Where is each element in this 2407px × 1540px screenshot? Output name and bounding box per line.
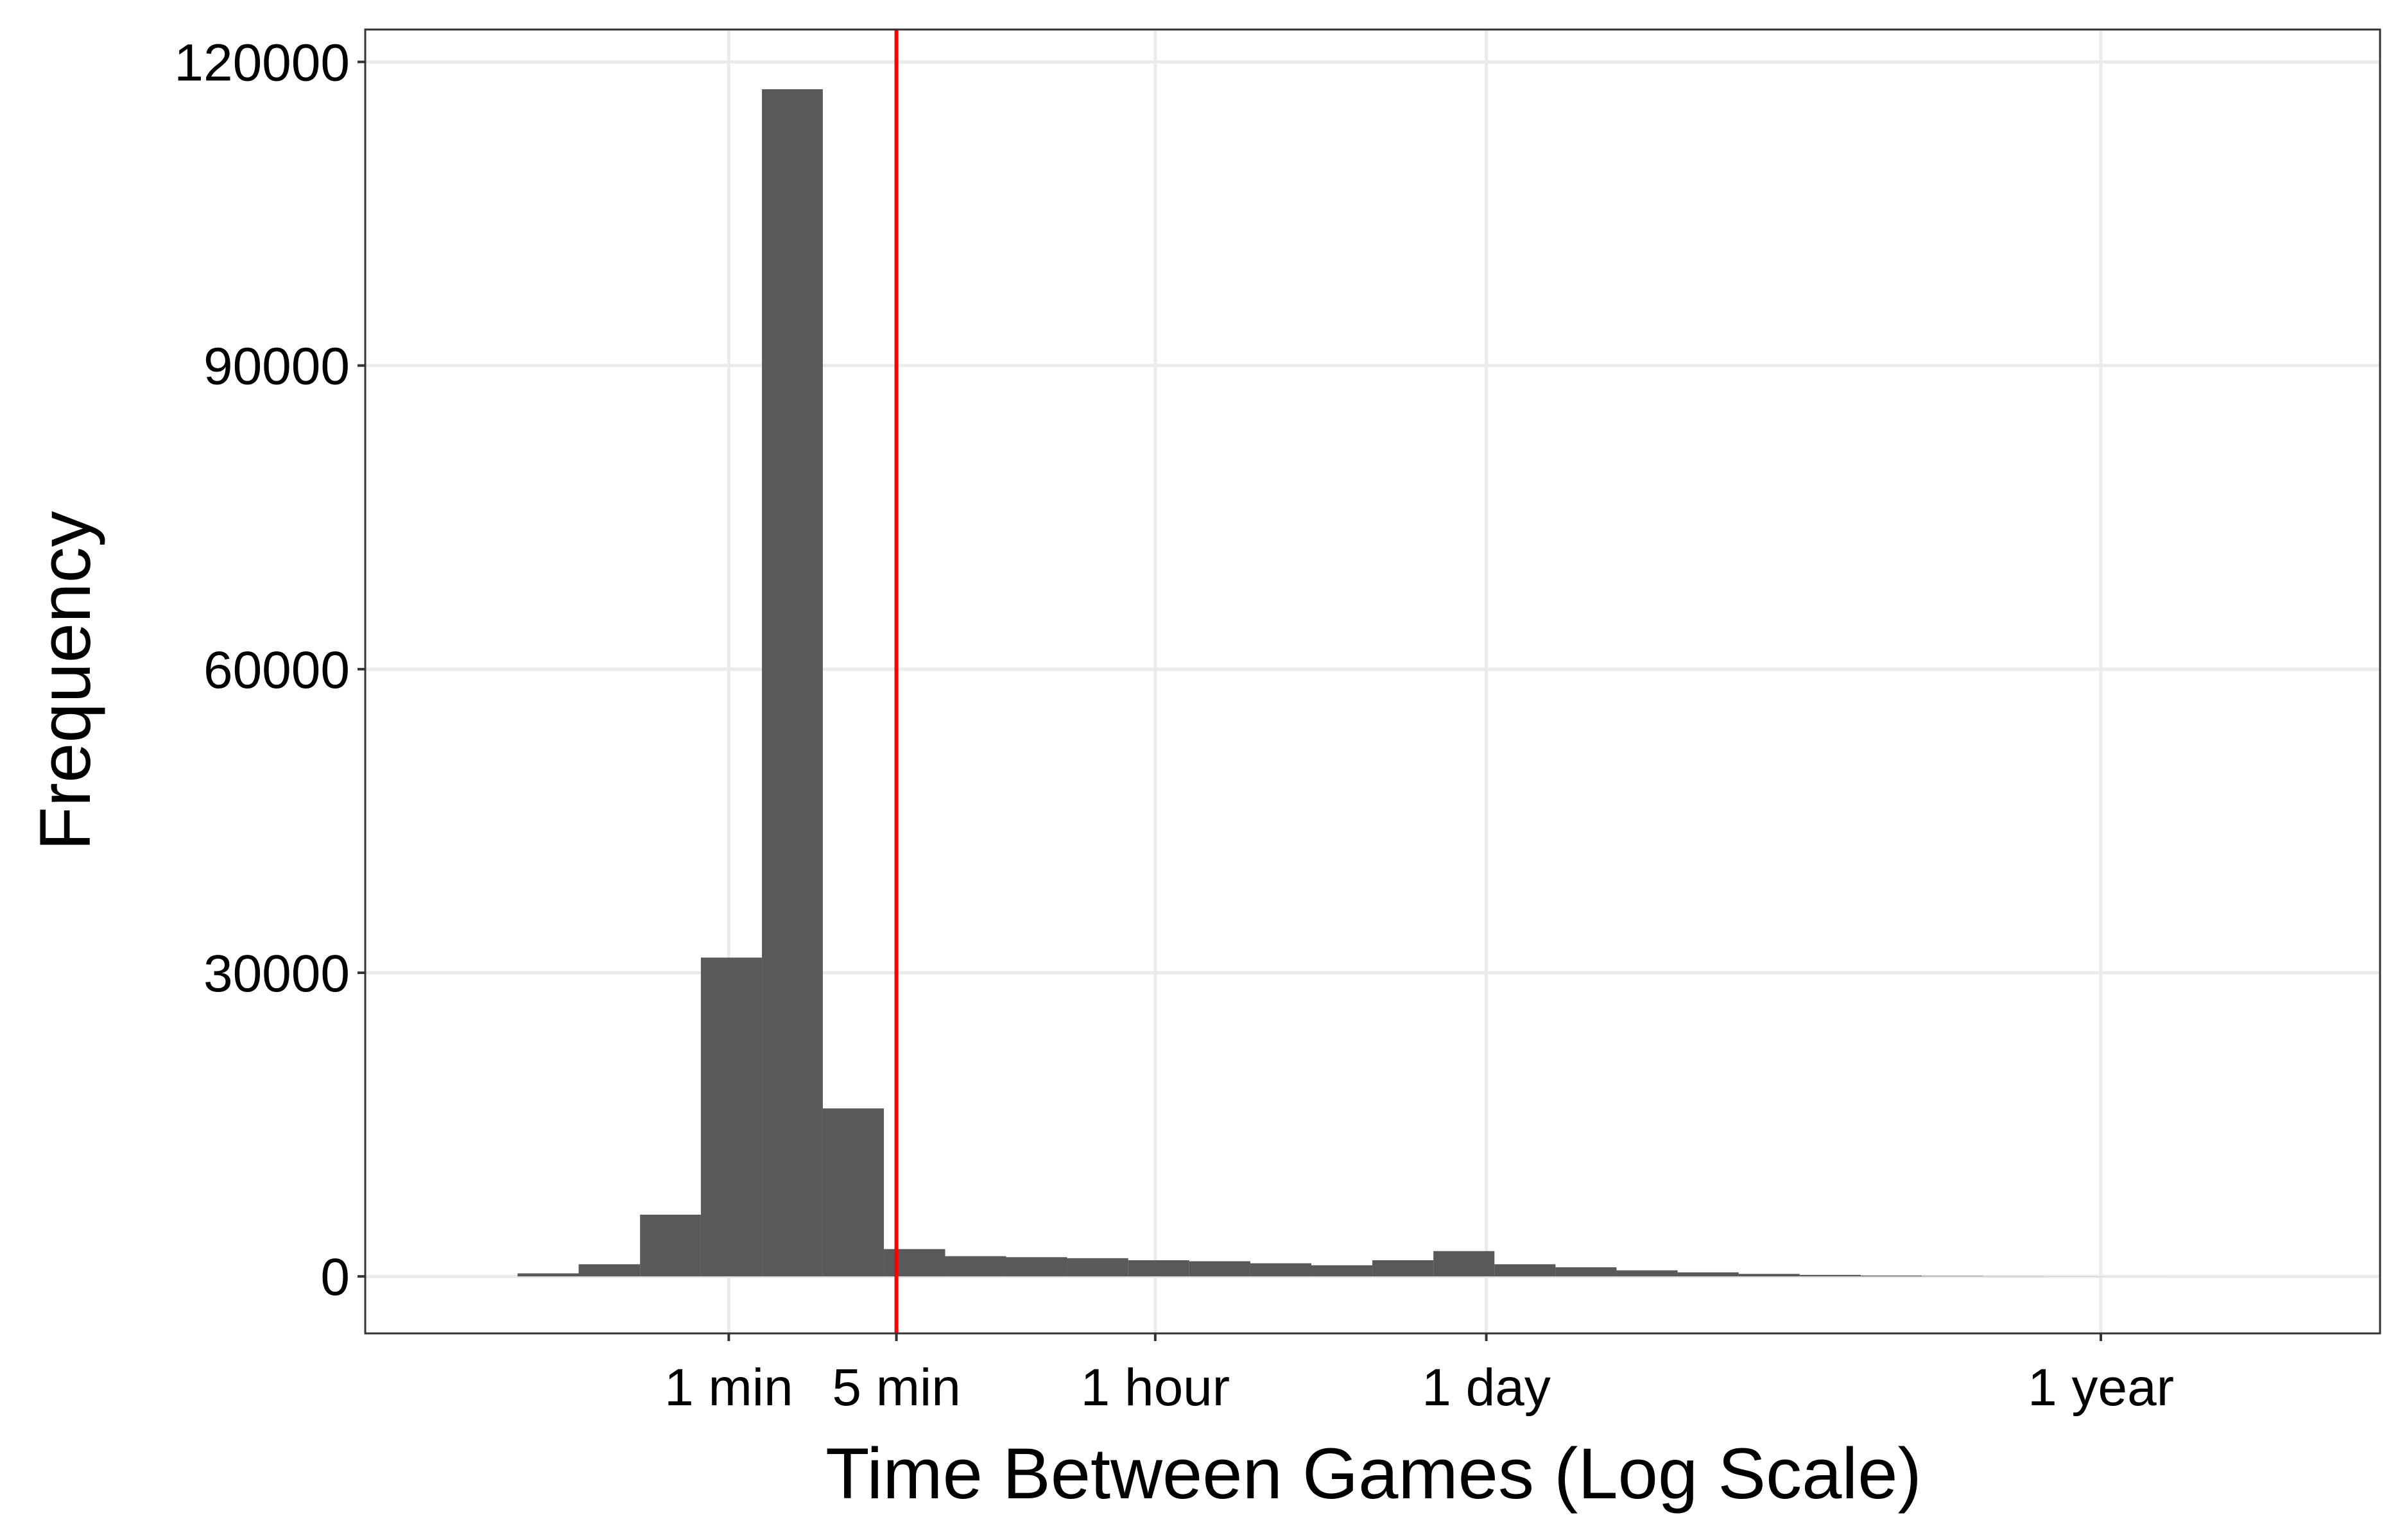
y-axis-title: Frequency bbox=[25, 511, 105, 850]
bar bbox=[1922, 1276, 1983, 1277]
y-tick-label: 0 bbox=[320, 1248, 350, 1306]
bar bbox=[822, 1108, 884, 1277]
bar bbox=[1677, 1272, 1739, 1277]
bar bbox=[1372, 1260, 1434, 1277]
bar bbox=[1250, 1263, 1311, 1277]
panel-border bbox=[364, 28, 2381, 1335]
bar bbox=[640, 1214, 701, 1277]
bar bbox=[1433, 1251, 1495, 1277]
bar bbox=[762, 89, 823, 1277]
y-tick-label: 120000 bbox=[174, 33, 350, 92]
axes: 0 30000 60000 90000 120000 1 min 5 min 1 hour 1 … bbox=[174, 28, 2381, 1417]
bar bbox=[700, 957, 763, 1277]
y-tick-label: 30000 bbox=[203, 945, 350, 1003]
bar bbox=[517, 1273, 579, 1277]
bar bbox=[1006, 1257, 1067, 1277]
bar bbox=[1494, 1264, 1556, 1277]
grid bbox=[365, 30, 2380, 1333]
bar bbox=[1189, 1261, 1250, 1277]
bars bbox=[517, 30, 2166, 1333]
x-tick-label: 1 day bbox=[1422, 1358, 1551, 1417]
bar bbox=[1128, 1260, 1189, 1277]
bar bbox=[1799, 1274, 1861, 1277]
bar bbox=[1067, 1258, 1128, 1277]
panel bbox=[365, 30, 2380, 1333]
x-tick-label: 1 year bbox=[2028, 1358, 2174, 1417]
bar bbox=[1555, 1267, 1617, 1277]
x-tick-label: 1 hour bbox=[1081, 1358, 1230, 1417]
bar bbox=[1738, 1274, 1800, 1277]
bar bbox=[578, 1264, 641, 1277]
x-tick-label: 1 min bbox=[664, 1358, 793, 1417]
x-axis-title: Time Between Games (Log Scale) bbox=[825, 1433, 1922, 1514]
bar bbox=[884, 1249, 945, 1277]
y-tick-label: 60000 bbox=[203, 641, 350, 699]
y-tick-label: 90000 bbox=[203, 338, 350, 396]
x-tick-label: 5 min bbox=[832, 1358, 961, 1417]
bar bbox=[945, 1256, 1006, 1277]
bar bbox=[1311, 1265, 1373, 1277]
bar bbox=[1616, 1270, 1678, 1277]
